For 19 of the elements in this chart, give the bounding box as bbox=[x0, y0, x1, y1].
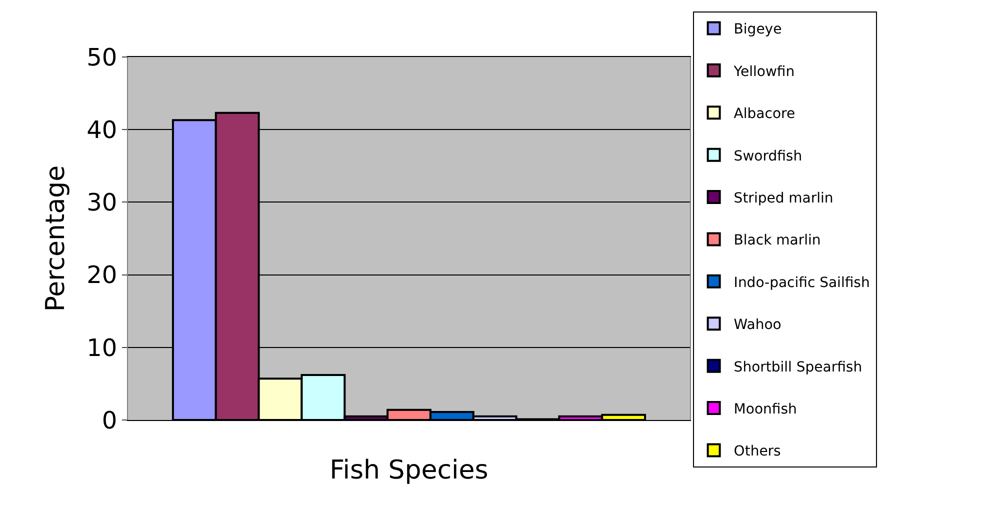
legend-label: Yellowfin bbox=[732, 64, 795, 80]
legend-label: Black marlin bbox=[734, 232, 821, 249]
legend-label: Wahoo bbox=[734, 317, 782, 334]
legend-label: Others bbox=[734, 444, 781, 460]
y-axis-title: Percentage bbox=[41, 165, 72, 312]
legend-label: Moonfish bbox=[734, 401, 797, 418]
x-axis-title: Fish Species bbox=[330, 456, 488, 486]
legend-label: Swordfish bbox=[734, 148, 802, 164]
y-tick-label: 0 bbox=[102, 406, 118, 434]
legend-label: Indo-pacific Sailfish bbox=[734, 274, 870, 291]
y-tick-label: 30 bbox=[86, 188, 118, 217]
y-tick-label: 20 bbox=[86, 261, 118, 290]
legend-label: Striped marlin bbox=[734, 190, 834, 206]
legend-label: Albacore bbox=[734, 106, 796, 122]
y-tick-label: 50 bbox=[86, 43, 118, 72]
y-tick-label: 40 bbox=[86, 116, 118, 144]
legend-label: Shortbill Spearfish bbox=[734, 359, 862, 376]
legend-label: Bigeye bbox=[734, 22, 782, 38]
y-tick-label: 10 bbox=[86, 334, 118, 362]
